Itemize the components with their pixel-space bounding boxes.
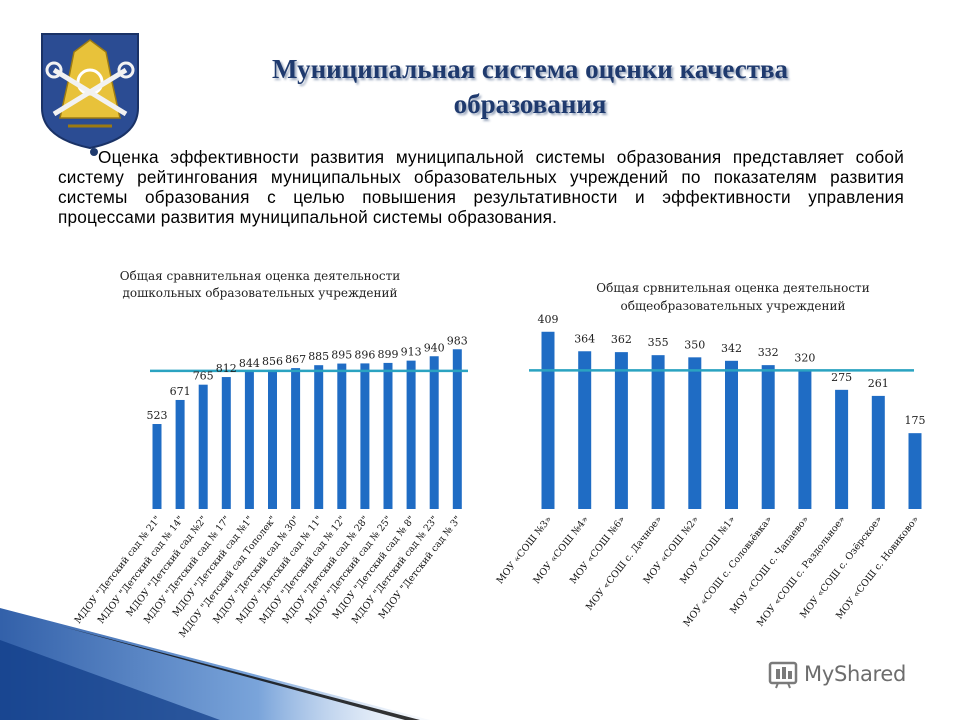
c1-bar (429, 356, 439, 509)
page-title: Муниципальная система оценки качества об… (180, 52, 880, 122)
c1-bar (314, 365, 324, 509)
c1-value-label: 940 (424, 341, 445, 354)
c1-value-label: 523 (147, 409, 168, 422)
c1-bar (452, 349, 462, 509)
c2-bar (835, 389, 849, 509)
c1-value-label: 885 (308, 350, 329, 363)
page-title-line1: Муниципальная система оценки качества (271, 54, 789, 84)
myshared-logo-icon (768, 661, 798, 689)
c2-bar (798, 370, 812, 509)
c1-value-label: 895 (331, 349, 352, 362)
bullet-icon (90, 148, 98, 156)
c2-bar (761, 365, 775, 509)
chart1-title-line1: Общая сравнительная оценка деятельности (120, 269, 401, 283)
c2-bar (908, 433, 922, 509)
c2-bar (578, 351, 592, 509)
c2-value-label: 350 (684, 338, 705, 351)
c2-bar (651, 355, 665, 509)
c1-bar (383, 362, 393, 509)
c2-value-label: 364 (574, 332, 595, 345)
c2-value-label: 342 (721, 342, 742, 355)
c1-value-label: 812 (216, 362, 237, 375)
intro-paragraph: Оценка эффективности развития муниципаль… (58, 147, 904, 227)
c1-value-label: 844 (239, 357, 260, 370)
c1-bar (268, 369, 277, 509)
c1-bar (221, 377, 231, 509)
c1-bar (337, 363, 347, 509)
c1-value-label: 765 (193, 370, 214, 383)
c2-tick-label: МОУ «СОШ с. Дачное» (584, 514, 665, 613)
c1-value-label: 899 (378, 348, 399, 361)
c2-value-label: 355 (648, 336, 669, 349)
c2-bar (614, 352, 628, 509)
c1-bar (198, 384, 208, 509)
c2-bar (725, 360, 738, 509)
c2-bar (541, 331, 555, 509)
c2-value-label: 320 (794, 351, 815, 364)
c1-value-label: 671 (170, 385, 191, 398)
c1-value-label: 856 (262, 355, 283, 368)
c2-bar (688, 357, 702, 509)
c1-value-label: 867 (285, 353, 306, 366)
chart2-title-line2: общеобразовательных учреждений (621, 299, 846, 313)
c2-value-label: 175 (905, 414, 926, 427)
watermark-text: MyShared (804, 662, 907, 686)
c2-value-label: 261 (868, 377, 889, 390)
c2-bar (871, 395, 885, 509)
c1-bar (406, 360, 416, 509)
c1-bar (175, 399, 185, 509)
chart1-title-line2: дошкольных образовательных учреждений (122, 286, 397, 300)
c1-bar (152, 424, 162, 509)
chart2-title-line1: Общая срвнительная оценка деятельности (596, 281, 869, 295)
c1-value-label: 983 (447, 334, 468, 347)
c2-value-label: 409 (538, 313, 559, 326)
c2-value-label: 362 (611, 333, 632, 346)
c2-value-label: 332 (758, 346, 779, 359)
c1-bar (291, 368, 301, 509)
c1-value-label: 896 (354, 348, 375, 361)
myshared-watermark: MyShared (768, 657, 906, 691)
page-title-line2: образования (453, 89, 607, 119)
c1-bar (360, 363, 370, 509)
municipal-crest-icon (41, 33, 139, 150)
c1-value-label: 913 (401, 346, 422, 359)
c2-value-label: 275 (831, 371, 852, 384)
c1-bar (244, 371, 254, 509)
